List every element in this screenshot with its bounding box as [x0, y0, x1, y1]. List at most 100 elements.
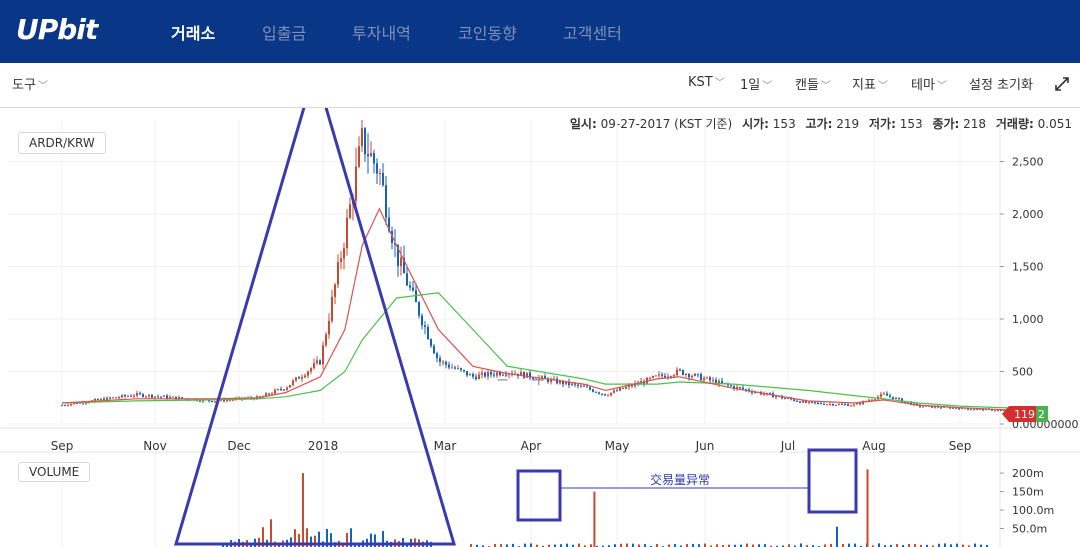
- volume-bar: [776, 545, 778, 547]
- candle-body: [67, 405, 69, 407]
- volume-bar: [512, 543, 514, 547]
- volume-bar: [674, 544, 676, 547]
- zoom-control[interactable]: − +: [492, 370, 556, 390]
- candle-body: [169, 396, 171, 399]
- candle-body: [583, 385, 585, 387]
- x-tick-label: Jun: [695, 439, 715, 453]
- candle-body: [175, 396, 177, 400]
- candle-body: [952, 407, 954, 409]
- highlight-box-july: [807, 448, 858, 514]
- volume-bar: [590, 544, 592, 547]
- candle-dropdown[interactable]: 캔들 ﹀: [795, 78, 831, 93]
- candle-body: [1000, 410, 1002, 412]
- candle-body: [820, 403, 822, 405]
- candle-body: [556, 378, 558, 384]
- volume-bar: [962, 544, 964, 547]
- indicator-dropdown[interactable]: 지표 ﹀: [852, 78, 888, 93]
- candle-body: [472, 374, 474, 377]
- candle-body: [571, 383, 573, 386]
- reset-settings-button[interactable]: 설정 초기화: [969, 78, 1033, 93]
- candle-body: [898, 397, 900, 399]
- volume-bar: [222, 544, 224, 547]
- candle-body: [163, 395, 165, 397]
- candle-body: [523, 372, 525, 378]
- candle-body: [763, 393, 765, 395]
- candle-body: [793, 399, 795, 401]
- nav-exchange[interactable]: 거래소: [171, 24, 216, 43]
- candle-body: [136, 393, 138, 396]
- candle-body: [730, 385, 732, 387]
- nav-deposit-withdraw[interactable]: 입출금: [262, 24, 307, 43]
- candle-body: [880, 394, 882, 397]
- timezone-dropdown[interactable]: KST ﹀: [688, 75, 725, 90]
- candle-body: [61, 405, 63, 407]
- candle-body: [790, 398, 792, 400]
- volume-bar: [752, 544, 754, 547]
- candle-body: [310, 368, 312, 372]
- volume-bar: [950, 544, 952, 547]
- volume-bar: [290, 537, 292, 547]
- upbit-logo[interactable]: UPbit: [16, 13, 98, 46]
- candle-body: [970, 409, 972, 411]
- candle-body: [808, 401, 810, 403]
- candle-body: [505, 374, 507, 376]
- nav-coin-trends[interactable]: 코인동향: [458, 24, 517, 43]
- chart-toolbar: 도구 ﹀ KST ﹀ 1일 ﹀ 캔들 ﹀ 지표 ﹀ 테마 ﹀ 설정 초기화: [0, 63, 1080, 108]
- chevron-down-icon: ﹀: [714, 78, 725, 89]
- candle-body: [901, 398, 903, 402]
- candle-body: [445, 361, 447, 365]
- nav-investment-history[interactable]: 투자내역: [352, 24, 411, 43]
- candle-body: [364, 128, 366, 155]
- interval-dropdown[interactable]: 1일 ﹀: [740, 78, 773, 93]
- volume-bar: [350, 528, 352, 547]
- volume-pane-label[interactable]: VOLUME: [18, 462, 91, 482]
- x-tick-label: Mar: [434, 439, 457, 453]
- candle-body: [973, 409, 975, 411]
- nav-customer-center[interactable]: 고객센터: [563, 24, 622, 43]
- candle-body: [148, 394, 150, 397]
- candle-body: [361, 128, 363, 147]
- theme-dropdown[interactable]: 테마 ﹀: [911, 78, 947, 93]
- candle-body: [580, 385, 582, 387]
- tools-dropdown[interactable]: 도구 ﹀: [12, 78, 48, 93]
- zoom-out-icon[interactable]: −: [496, 370, 510, 389]
- candle-body: [688, 374, 690, 378]
- fullscreen-icon[interactable]: [1054, 76, 1070, 92]
- candle-body: [415, 290, 417, 303]
- candle-body: [739, 387, 741, 389]
- candle-body: [457, 368, 459, 370]
- candle-body: [379, 172, 381, 174]
- volume-bar: [262, 527, 264, 547]
- candle-body: [814, 402, 816, 404]
- candle-body: [802, 400, 804, 403]
- candle-body: [334, 284, 336, 297]
- low-value: 153: [899, 117, 923, 131]
- volume-bar: [306, 528, 308, 547]
- candle-body: [904, 401, 906, 403]
- candle-body: [172, 396, 174, 398]
- candle-body: [601, 393, 603, 395]
- candle-body: [841, 404, 843, 406]
- chevron-down-icon: ﹀: [762, 81, 773, 92]
- volume-bar: [476, 544, 478, 547]
- candle-body: [490, 372, 492, 375]
- candle-body: [451, 367, 453, 369]
- candle-body: [367, 154, 369, 157]
- candle-body: [1003, 410, 1005, 412]
- candle-body: [805, 400, 807, 403]
- candle-body: [181, 397, 183, 399]
- symbol-label[interactable]: ARDR/KRW: [18, 132, 106, 154]
- volume-spike-bar: [593, 491, 596, 547]
- price-volume-chart[interactable]: Sep Nov Dec 2018 Mar Apr May Jun Jul Aug Sep 2,500 2…: [0, 108, 1080, 547]
- ohlc-readout: 일시: 09-27-2017 (KST 기준) 시가: 153 고가: 219 …: [570, 115, 1072, 132]
- candle-body: [409, 285, 411, 288]
- candle-body: [478, 374, 480, 380]
- volume-value: 0.051: [1037, 117, 1072, 131]
- top-nav-bar: UPbit 거래소 입출금 투자내역 코인동향 고객센터: [0, 0, 1080, 63]
- volume-bar: [764, 544, 766, 547]
- candle-body: [544, 376, 546, 379]
- volume-bar: [406, 545, 408, 547]
- candle-body: [424, 325, 426, 327]
- zoom-in-icon[interactable]: +: [532, 370, 546, 389]
- candle-body: [955, 407, 957, 409]
